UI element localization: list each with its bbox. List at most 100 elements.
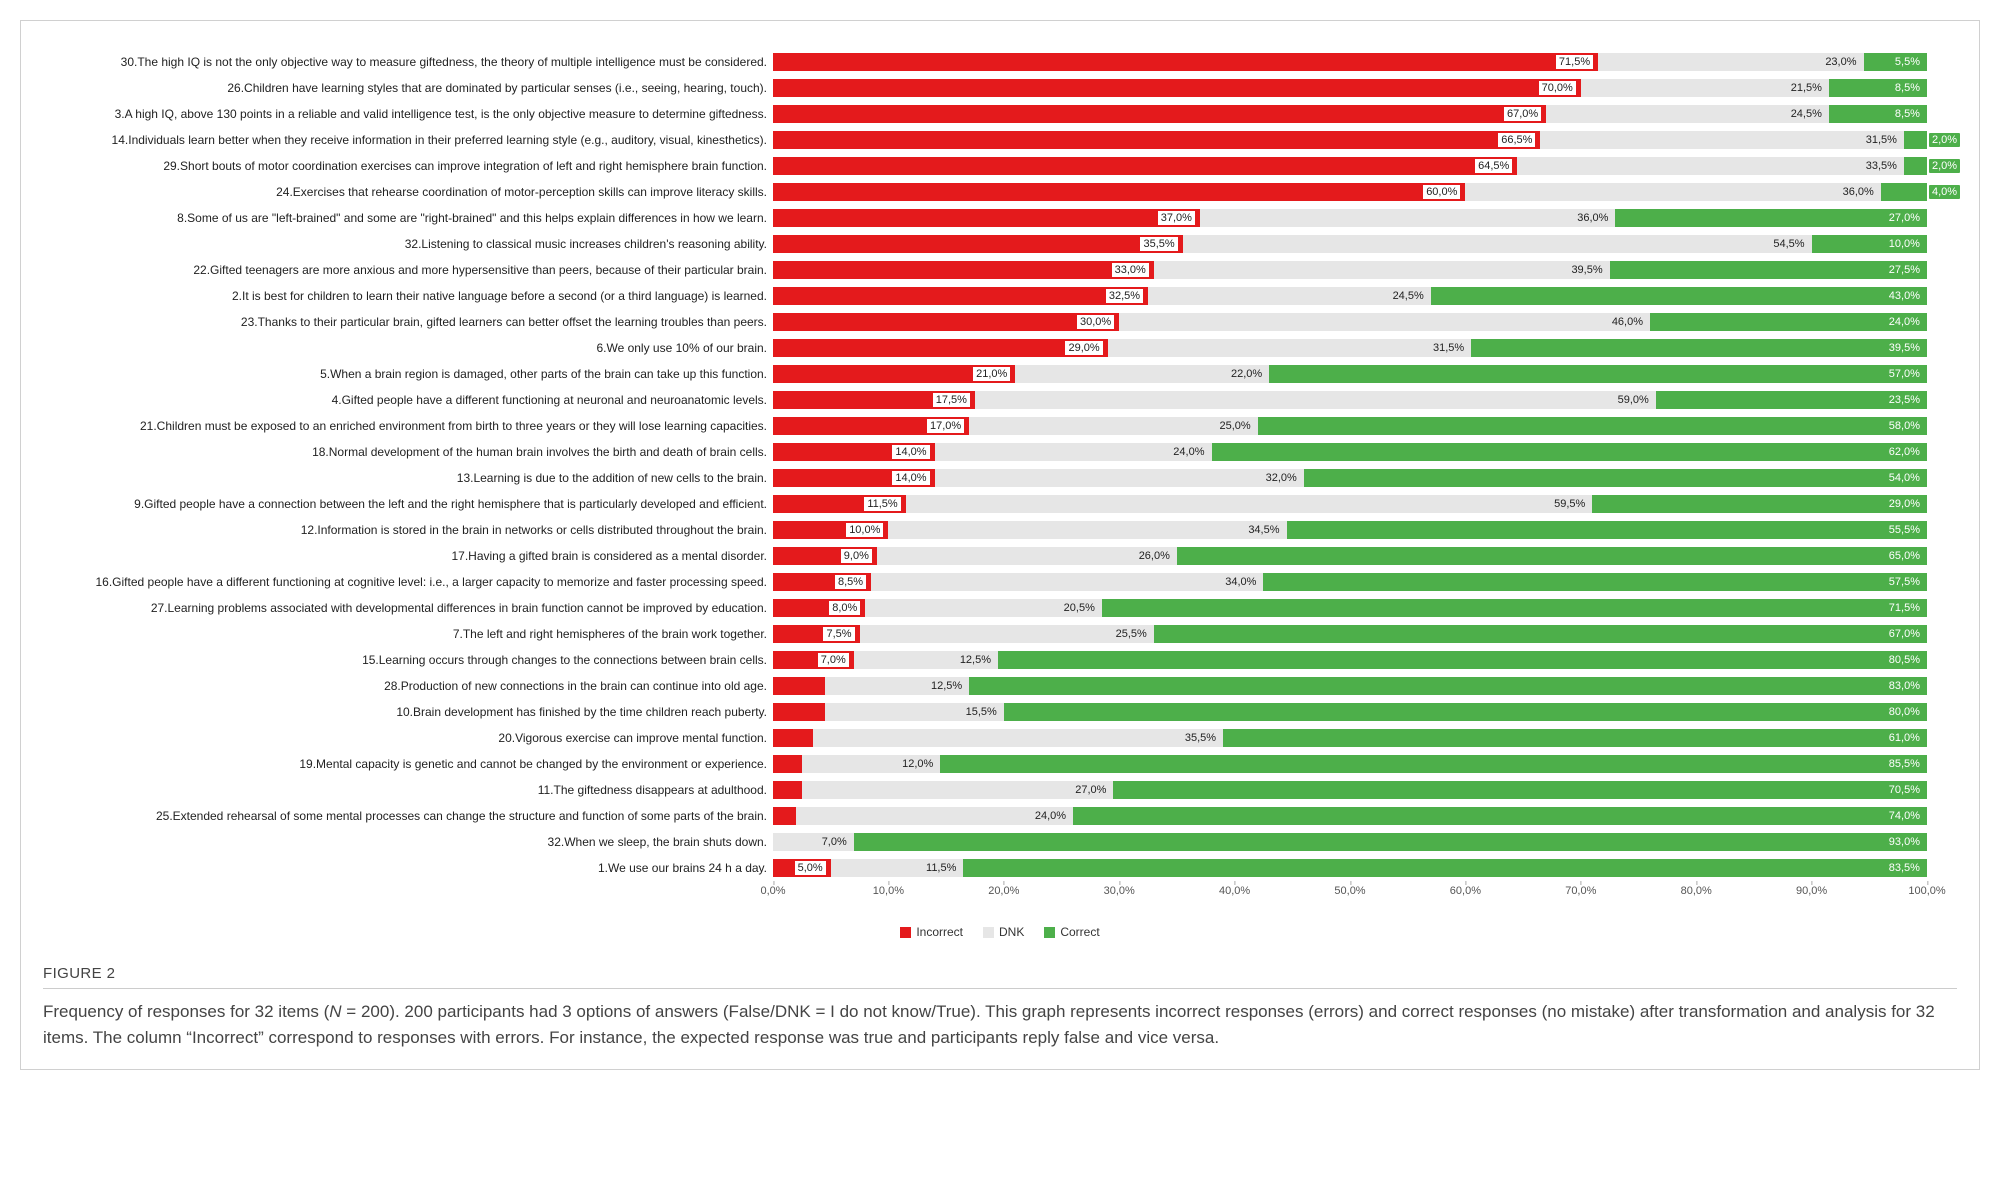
bar-segment-dnk: 11,5% (831, 859, 964, 877)
segment-value: 21,5% (1788, 81, 1825, 95)
chart-row: 14.Individuals learn better when they re… (73, 127, 1927, 153)
segment-value: 20,5% (1061, 601, 1098, 615)
legend-item-correct: Correct (1044, 925, 1099, 939)
bar-track: 35,5%54,5%10,0% (773, 235, 1927, 253)
segment-value: 37,0% (1157, 210, 1196, 226)
bar-segment-incorrect: 71,5% (773, 53, 1598, 71)
bar-segment-incorrect: 33,0% (773, 261, 1154, 279)
bar-segment-correct: 80,5% (998, 651, 1927, 669)
bar-track: 70,0%21,5%8,5% (773, 79, 1927, 97)
chart-row: 30.The high IQ is not the only objective… (73, 49, 1927, 75)
chart-row: 17.Having a gifted brain is considered a… (73, 543, 1927, 569)
bar-segment-dnk: 22,0% (1015, 365, 1269, 383)
segment-value: 27,0% (1886, 211, 1923, 225)
bar-segment-dnk: 34,5% (888, 521, 1286, 539)
caption-text-part: Frequency of responses for 32 items ( (43, 1002, 329, 1021)
bar-segment-dnk: 36,0% (1200, 209, 1615, 227)
chart-row: 23.Thanks to their particular brain, gif… (73, 309, 1927, 335)
row-label: 21.Children must be exposed to an enrich… (73, 419, 773, 433)
segment-value: 25,0% (1216, 419, 1253, 433)
row-label: 32.Listening to classical music increase… (73, 237, 773, 251)
legend-label: DNK (999, 925, 1024, 939)
divider (43, 988, 1957, 989)
segment-value: 23,5% (1886, 393, 1923, 407)
bar-segment-dnk: 35,5% (813, 729, 1223, 747)
segment-value: 4,0% (1929, 185, 1960, 199)
chart-row: 24.Exercises that rehearse coordination … (73, 179, 1927, 205)
chart-row: 1.We use our brains 24 h a day.5,0%11,5%… (73, 855, 1927, 881)
row-label: 23.Thanks to their particular brain, gif… (73, 315, 773, 329)
segment-value: 62,0% (1886, 445, 1923, 459)
row-label: 2.It is best for children to learn their… (73, 289, 773, 303)
bar-segment-correct: 29,0% (1592, 495, 1927, 513)
row-label: 27.Learning problems associated with dev… (73, 601, 773, 615)
row-label: 30.The high IQ is not the only objective… (73, 55, 773, 69)
chart-row: 26.Children have learning styles that ar… (73, 75, 1927, 101)
axis-tick: 0,0% (760, 885, 785, 897)
segment-value: 35,5% (1139, 236, 1178, 252)
segment-value: 67,0% (1503, 106, 1542, 122)
bar-segment-correct: 10,0% (1812, 235, 1927, 253)
legend-item-incorrect: Incorrect (900, 925, 963, 939)
bar-segment-correct: 24,0% (1650, 313, 1927, 331)
row-label: 22.Gifted teenagers are more anxious and… (73, 263, 773, 277)
bar-segment-dnk: 46,0% (1119, 313, 1650, 331)
segment-value: 27,5% (1886, 263, 1923, 277)
bar-segment-incorrect: 67,0% (773, 105, 1546, 123)
bar-track: 17,0% 25,0% 58,0% (773, 417, 1927, 435)
bar-segment-dnk: 59,5% (906, 495, 1593, 513)
bar-segment-correct: 27,5% (1610, 261, 1927, 279)
segment-value: 33,0% (1111, 262, 1150, 278)
segment-value: 2,0% (1929, 133, 1960, 147)
axis-tick: 100,0% (1908, 885, 1945, 897)
axis-tick: 40,0% (1219, 885, 1250, 897)
bar-track: 64,5%33,5%2,0% (773, 157, 1927, 175)
segment-value: 17,0% (926, 418, 965, 434)
bar-segment-correct: 2,0% (1904, 157, 1927, 175)
row-label: 11.The giftedness disappears at adulthoo… (73, 783, 773, 797)
bar-segment-incorrect: 7,5% (773, 625, 860, 643)
segment-value: 59,0% (1615, 393, 1652, 407)
segment-value: 39,5% (1568, 263, 1605, 277)
bar-segment-correct: 61,0% (1223, 729, 1927, 747)
bar-track: 14,0%24,0%62,0% (773, 443, 1927, 461)
segment-value: 26,0% (1136, 549, 1173, 563)
bar-segment-incorrect: 21,0% (773, 365, 1015, 383)
bar-segment-dnk: 31,5% (1108, 339, 1472, 357)
bar-segment-correct: 8,5% (1829, 79, 1927, 97)
chart-row: 25.Extended rehearsal of some mental pro… (73, 803, 1927, 829)
segment-value: 35,5% (1182, 731, 1219, 745)
segment-value: 29,0% (1064, 340, 1103, 356)
chart-row: 11.The giftedness disappears at adulthoo… (73, 777, 1927, 803)
segment-value: 7,0% (819, 835, 850, 849)
legend-item-dnk: DNK (983, 925, 1024, 939)
bar-track: 14,0%32,0%54,0% (773, 469, 1927, 487)
segment-value: 29,0% (1886, 497, 1923, 511)
bar-segment-correct: 8,5% (1829, 105, 1927, 123)
bar-track: 8,0%20,5%71,5% (773, 599, 1927, 617)
caption-n-var: N (329, 1002, 341, 1021)
chart-row: 7.The left and right hemispheres of the … (73, 621, 1927, 647)
legend-label: Correct (1060, 925, 1099, 939)
bar-segment-incorrect: 30,0% (773, 313, 1119, 331)
axis-tick: 20,0% (988, 885, 1019, 897)
chart-row: 10.Brain development has finished by the… (73, 699, 1927, 725)
bar-segment-correct: 62,0% (1212, 443, 1927, 461)
segment-value: 55,5% (1886, 523, 1923, 537)
row-label: 24.Exercises that rehearse coordination … (73, 185, 773, 199)
row-label: 25.Extended rehearsal of some mental pro… (73, 809, 773, 823)
bar-track: 9,0%26,0%65,0% (773, 547, 1927, 565)
bar-segment-incorrect: 2,5% (773, 781, 802, 799)
axis-tick: 80,0% (1681, 885, 1712, 897)
axis-track: 0,0%10,0%20,0%30,0%40,0%50,0%60,0%70,0%8… (773, 885, 1927, 911)
segment-value: 30,0% (1076, 314, 1115, 330)
row-label: 1.We use our brains 24 h a day. (73, 861, 773, 875)
bar-track: 37,0%36,0% 27,0% (773, 209, 1927, 227)
axis-tick: 90,0% (1796, 885, 1827, 897)
segment-value: 25,5% (1113, 627, 1150, 641)
segment-value: 58,0% (1886, 419, 1923, 433)
segment-value: 67,0% (1886, 627, 1923, 641)
bar-segment-dnk: 59,0% (975, 391, 1656, 409)
bar-track: 2,0%24,0%74,0% (773, 807, 1927, 825)
bar-segment-correct: 4,0% (1881, 183, 1927, 201)
